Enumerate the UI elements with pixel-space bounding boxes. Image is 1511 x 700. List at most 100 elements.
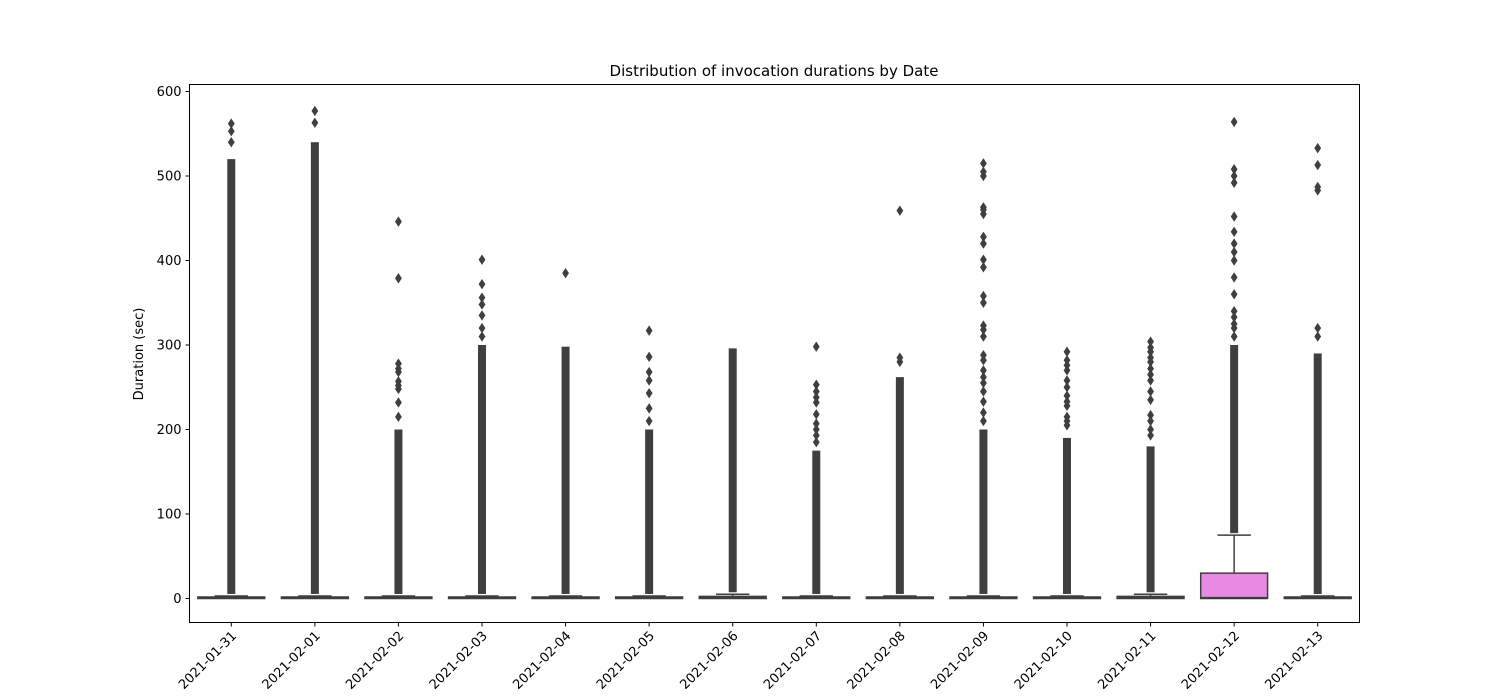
outlier-point	[1230, 311, 1238, 323]
outlier-point	[980, 166, 987, 177]
outlier-point	[1230, 318, 1238, 330]
outlier-point	[1230, 246, 1238, 258]
outlier-point	[227, 118, 235, 129]
outlier-cluster	[1063, 437, 1071, 594]
outlier-point	[1230, 211, 1238, 222]
outlier-point	[478, 331, 486, 342]
y-tick-label: 400	[157, 254, 182, 269]
outlier-point	[812, 424, 820, 435]
outlier-point	[645, 366, 653, 378]
outlier-point	[1063, 346, 1071, 357]
x-tick-label: 2021-02-01	[260, 629, 324, 693]
x-tick-label: 2021-02-11	[1095, 629, 1159, 693]
x-tick-label: 2021-02-13	[1263, 629, 1327, 693]
outlier-point	[812, 379, 820, 390]
outlier-point	[1230, 272, 1238, 283]
outlier-point	[1314, 181, 1322, 193]
outlier-point	[1230, 170, 1238, 182]
outlier-point	[1314, 322, 1322, 334]
outlier-point	[311, 117, 319, 128]
outlier-point	[980, 290, 987, 302]
outlier-cluster	[310, 142, 319, 594]
outlier-point	[980, 371, 987, 383]
box-group-2021-02-11	[1116, 336, 1185, 600]
outlier-point	[395, 358, 402, 369]
outlier-point	[1147, 394, 1154, 406]
outlier-point	[980, 331, 987, 342]
outlier-cluster	[812, 450, 821, 594]
outlier-point	[980, 396, 987, 407]
outlier-point	[1230, 331, 1238, 342]
outlier-point	[1230, 289, 1238, 300]
outlier-cluster	[394, 429, 403, 594]
outlier-point	[1230, 226, 1238, 237]
outlier-point	[896, 352, 904, 363]
box-group-2021-02-05	[614, 325, 684, 600]
outlier-cluster	[227, 159, 236, 594]
x-tick-label: 2021-02-12	[1179, 629, 1243, 693]
outlier-point	[395, 411, 402, 423]
outlier-point	[395, 216, 402, 227]
outlier-point	[980, 349, 987, 361]
outlier-cluster	[728, 348, 737, 593]
outlier-point	[980, 202, 987, 213]
outlier-point	[562, 267, 569, 279]
outlier-point	[980, 158, 987, 169]
box-group-2021-02-03	[447, 254, 517, 600]
box-group-2021-02-10	[1032, 346, 1102, 600]
outlier-point	[1314, 159, 1322, 171]
outlier-point	[812, 386, 820, 397]
outlier-point	[980, 407, 987, 418]
plot-frame	[189, 84, 1360, 623]
outlier-point	[980, 415, 987, 427]
outlier-point	[645, 375, 653, 386]
outlier-cluster	[561, 346, 570, 594]
y-tick-label: 100	[157, 508, 182, 523]
outlier-point	[395, 397, 402, 408]
box-group-2021-02-04	[531, 267, 600, 600]
outlier-point	[1147, 430, 1154, 441]
outlier-point	[645, 325, 653, 336]
outlier-point	[812, 392, 820, 403]
outlier-point	[645, 403, 653, 414]
outlier-cluster	[895, 377, 904, 594]
box-group-2021-02-08	[865, 205, 935, 600]
box-group-2021-01-31	[197, 118, 266, 600]
x-tick-label: 2021-02-08	[845, 629, 909, 693]
x-tick-label: 2021-02-06	[678, 629, 742, 693]
y-tick-label: 0	[173, 592, 181, 607]
y-axis-label: Duration (sec)	[132, 308, 147, 401]
outlier-point	[478, 254, 486, 265]
outlier-point	[478, 292, 486, 303]
x-tick-label: 2021-02-03	[427, 629, 491, 693]
x-tick-label: 2021-02-04	[510, 629, 574, 693]
outlier-point	[1063, 411, 1071, 423]
outlier-point	[1147, 336, 1154, 347]
y-tick-label: 600	[157, 85, 182, 100]
outlier-point	[645, 351, 653, 363]
outlier-point	[1147, 352, 1154, 363]
outlier-point	[227, 137, 235, 148]
x-axis: 2021-01-31 2021-02-01 2021-02-02 2021-02-03…	[176, 622, 1327, 693]
outlier-point	[812, 418, 820, 429]
outlier-point	[980, 238, 987, 249]
outlier-point	[1147, 342, 1154, 353]
outlier-point	[1230, 164, 1238, 175]
outlier-point	[1314, 142, 1322, 154]
box-group-2021-02-12	[1199, 116, 1269, 600]
outlier-point	[896, 205, 904, 216]
outlier-point	[645, 387, 653, 399]
y-axis: 0 100 200 300 400 500 600	[157, 85, 190, 607]
outlier-point	[1147, 363, 1154, 374]
outlier-point	[1063, 396, 1071, 407]
outlier-point	[980, 254, 987, 265]
box-group-2021-02-06	[698, 348, 767, 600]
outlier-point	[1147, 409, 1154, 421]
outlier-point	[1063, 382, 1071, 393]
outlier-point	[1314, 331, 1322, 342]
outlier-point	[980, 377, 987, 389]
outlier-point	[395, 273, 402, 284]
box-group-2021-02-01	[280, 105, 350, 600]
outlier-point	[478, 278, 486, 290]
